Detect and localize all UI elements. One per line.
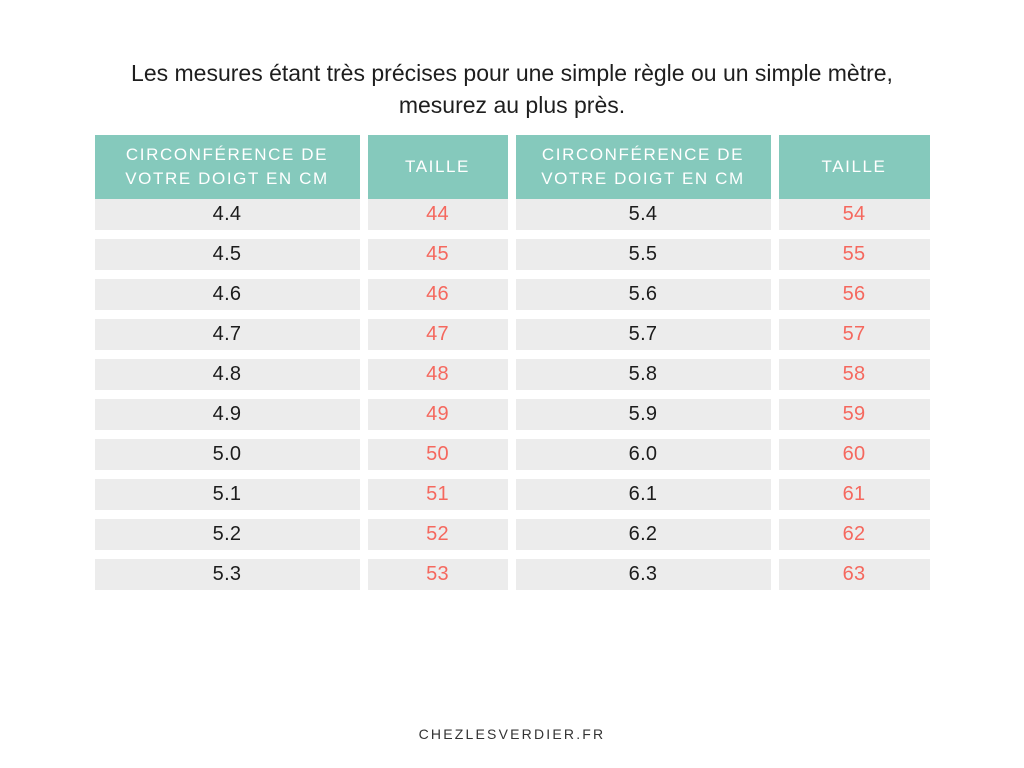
- taille-value: 50: [367, 439, 508, 470]
- circumference-value: 6.0: [515, 439, 771, 470]
- circumference-value: 5.1: [94, 479, 360, 510]
- taille-value: 49: [367, 399, 508, 430]
- circumference-value: 5.9: [515, 399, 771, 430]
- taille-value: 56: [778, 279, 930, 310]
- size-conversion-table: CIRCONFÉRENCE DE VOTRE DOIGT EN CM TAILL…: [94, 135, 930, 590]
- circumference-value: 5.8: [515, 359, 771, 390]
- circumference-value: 4.7: [94, 319, 360, 350]
- taille-value: 53: [367, 559, 508, 590]
- taille-value: 51: [367, 479, 508, 510]
- taille-value: 62: [778, 519, 930, 550]
- table-row: 5.3 53 6.3 63: [94, 559, 930, 590]
- circumference-value: 5.7: [515, 319, 771, 350]
- circumference-value: 5.5: [515, 239, 771, 270]
- taille-value: 47: [367, 319, 508, 350]
- circumference-value: 5.6: [515, 279, 771, 310]
- table-row: 4.9 49 5.9 59: [94, 399, 930, 430]
- header-taille-left: TAILLE: [367, 135, 508, 199]
- table-row: 5.1 51 6.1 61: [94, 479, 930, 510]
- taille-value: 59: [778, 399, 930, 430]
- taille-value: 45: [367, 239, 508, 270]
- site-name: CHEZLESVERDIER.FR: [418, 726, 606, 742]
- taille-value: 52: [367, 519, 508, 550]
- taille-value: 55: [778, 239, 930, 270]
- taille-value: 57: [778, 319, 930, 350]
- table-row: 4.4 44 5.4 54: [94, 199, 930, 230]
- table-row: 4.6 46 5.6 56: [94, 279, 930, 310]
- circumference-value: 4.5: [94, 239, 360, 270]
- circumference-value: 4.9: [94, 399, 360, 430]
- taille-value: 54: [778, 199, 930, 230]
- circumference-value: 5.4: [515, 199, 771, 230]
- page-title: Les mesures étant très précises pour une…: [0, 0, 1024, 121]
- taille-value: 48: [367, 359, 508, 390]
- taille-value: 61: [778, 479, 930, 510]
- circumference-value: 4.6: [94, 279, 360, 310]
- table-row: 5.0 50 6.0 60: [94, 439, 930, 470]
- circumference-value: 6.2: [515, 519, 771, 550]
- taille-value: 63: [778, 559, 930, 590]
- circumference-value: 5.2: [94, 519, 360, 550]
- header-circumference-left: CIRCONFÉRENCE DE VOTRE DOIGT EN CM: [94, 135, 360, 199]
- circumference-value: 5.0: [94, 439, 360, 470]
- table-row: 5.2 52 6.2 62: [94, 519, 930, 550]
- page-title-line-2: mesurez au plus près.: [398, 92, 626, 118]
- circumference-value: 4.4: [94, 199, 360, 230]
- taille-value: 44: [367, 199, 508, 230]
- taille-value: 58: [778, 359, 930, 390]
- table-row: 4.5 45 5.5 55: [94, 239, 930, 270]
- circumference-value: 4.8: [94, 359, 360, 390]
- table-row: 4.8 48 5.8 58: [94, 359, 930, 390]
- table-header-row: CIRCONFÉRENCE DE VOTRE DOIGT EN CM TAILL…: [94, 135, 930, 199]
- page-title-line-1: Les mesures étant très précises pour une…: [131, 60, 893, 86]
- circumference-value: 6.3: [515, 559, 771, 590]
- header-taille-right: TAILLE: [778, 135, 930, 199]
- circumference-value: 6.1: [515, 479, 771, 510]
- table-row: 4.7 47 5.7 57: [94, 319, 930, 350]
- taille-value: 46: [367, 279, 508, 310]
- circumference-value: 5.3: [94, 559, 360, 590]
- header-circumference-right: CIRCONFÉRENCE DE VOTRE DOIGT EN CM: [515, 135, 771, 199]
- taille-value: 60: [778, 439, 930, 470]
